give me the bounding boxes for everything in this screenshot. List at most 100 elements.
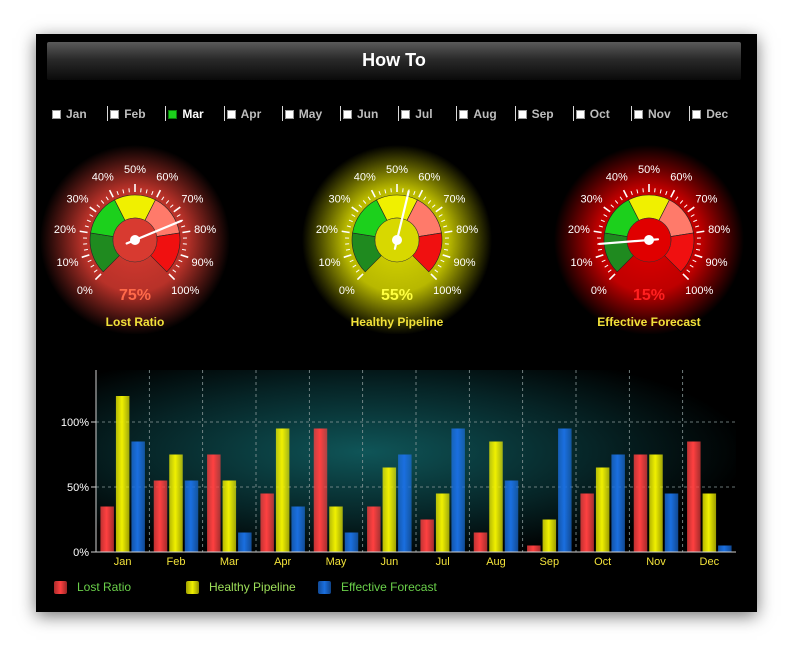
gauge-tick bbox=[440, 259, 445, 263]
gauge-tick bbox=[346, 225, 351, 228]
gauge-tick-label: 40% bbox=[606, 172, 628, 184]
gauge-tick bbox=[601, 259, 606, 263]
bar-effective-forecast-dec bbox=[718, 545, 732, 552]
gauge-tick bbox=[670, 189, 676, 198]
gauge-tick bbox=[367, 196, 371, 201]
month-option-nov[interactable]: Nov bbox=[631, 106, 671, 122]
gauge-tick-label: 0% bbox=[77, 285, 93, 297]
month-option-dec[interactable]: Dec bbox=[689, 106, 728, 122]
gauge-tick bbox=[689, 264, 694, 268]
gauge-tick bbox=[378, 191, 381, 196]
bar-healthy-pipeline-jun bbox=[382, 467, 397, 552]
gauge-tick bbox=[151, 191, 154, 196]
bar-lost-ratio-dec bbox=[687, 441, 701, 552]
bar-healthy-pipeline-may bbox=[329, 506, 343, 552]
gauge-tick bbox=[86, 219, 91, 223]
gauge-tick-label: 70% bbox=[695, 193, 717, 205]
gauge-effective-forecast: 0% 10% 20% 30%40% 50% 60%70% 80% 90% 100% 15% Effe… bbox=[554, 145, 744, 334]
month-checkbox[interactable] bbox=[459, 109, 469, 119]
month-checkbox[interactable] bbox=[284, 109, 294, 119]
x-tick-label: Oct bbox=[594, 556, 611, 568]
gauge-tick bbox=[90, 264, 95, 268]
bar-lost-ratio-nov bbox=[633, 454, 648, 552]
gauge-tick bbox=[435, 206, 443, 213]
bar-healthy-pipeline-apr bbox=[275, 428, 290, 552]
gauge-tick-label: 100% bbox=[171, 285, 199, 297]
gauge-tick bbox=[176, 214, 181, 217]
month-label: Jun bbox=[357, 107, 379, 121]
month-checkbox[interactable] bbox=[343, 109, 352, 119]
month-option-oct[interactable]: Oct bbox=[572, 106, 610, 122]
gauge-title: Effective Forecast bbox=[597, 315, 700, 329]
gauge-tick-label: 20% bbox=[568, 224, 590, 236]
gauge-tick bbox=[348, 219, 353, 223]
month-option-mar[interactable]: Mar bbox=[165, 106, 204, 122]
month-checkbox[interactable] bbox=[401, 109, 411, 119]
x-tick-label: Apr bbox=[274, 556, 291, 568]
month-checkbox[interactable] bbox=[517, 109, 527, 119]
month-checkbox[interactable] bbox=[168, 109, 178, 119]
gauge-tick-label: 0% bbox=[591, 285, 607, 297]
legend-swatch bbox=[54, 580, 67, 594]
month-option-may[interactable]: May bbox=[281, 106, 323, 122]
bar-effective-forecast-apr bbox=[291, 506, 305, 552]
gauge-tick bbox=[690, 214, 695, 217]
month-label: Jan bbox=[66, 107, 87, 121]
gauge-tick bbox=[89, 214, 94, 217]
month-option-jul[interactable]: Jul bbox=[398, 106, 433, 122]
bar-effective-forecast-aug bbox=[504, 480, 519, 552]
y-tick-label: 100% bbox=[61, 417, 89, 429]
gauge-tick bbox=[181, 225, 186, 228]
gauge-tick bbox=[356, 273, 364, 281]
legend-label: Effective Forecast bbox=[341, 580, 437, 594]
y-tick-label: 0% bbox=[73, 547, 89, 559]
month-divider bbox=[107, 106, 109, 121]
gauge-tick-label: 30% bbox=[67, 193, 89, 205]
gauge-tick bbox=[181, 248, 187, 251]
gauge-tick bbox=[603, 214, 608, 217]
month-checkbox[interactable] bbox=[692, 109, 702, 119]
gauge-tick bbox=[413, 191, 416, 196]
month-option-jun[interactable]: Jun bbox=[340, 106, 379, 122]
gauge-tick bbox=[116, 191, 119, 196]
gauge-tick bbox=[603, 206, 611, 213]
month-label: Jul bbox=[415, 107, 433, 121]
gauge-tick-label: 70% bbox=[443, 193, 465, 205]
month-option-sep[interactable]: Sep bbox=[514, 106, 554, 122]
month-label: Nov bbox=[648, 107, 671, 121]
month-option-jan[interactable]: Jan bbox=[52, 106, 87, 122]
gauge-tick bbox=[122, 189, 125, 194]
month-checkbox[interactable] bbox=[575, 109, 585, 119]
legend-label: Lost Ratio bbox=[77, 580, 132, 594]
gauge-needle-cap bbox=[644, 235, 654, 245]
gauge-tick bbox=[659, 189, 662, 194]
bar-healthy-pipeline-jan bbox=[115, 396, 130, 552]
gauge-tick bbox=[178, 259, 183, 263]
month-option-feb[interactable]: Feb bbox=[107, 106, 146, 122]
gauge-tick bbox=[168, 273, 176, 281]
gauge-tick bbox=[79, 230, 88, 234]
gauge-tick bbox=[83, 248, 89, 251]
month-checkbox[interactable] bbox=[52, 109, 61, 119]
gauge-tick bbox=[351, 214, 356, 217]
month-option-aug[interactable]: Aug bbox=[456, 106, 497, 122]
month-label: May bbox=[298, 107, 323, 121]
gauge-tick bbox=[180, 254, 189, 259]
gauge-tick bbox=[87, 259, 92, 263]
month-checkbox[interactable] bbox=[634, 109, 643, 119]
month-checkbox[interactable] bbox=[226, 109, 236, 119]
gauge-tick-label: 60% bbox=[670, 172, 692, 184]
x-tick-label: Aug bbox=[486, 556, 506, 568]
gauge-tick bbox=[593, 230, 602, 234]
gauge-tick bbox=[418, 189, 424, 198]
month-checkbox[interactable] bbox=[110, 109, 120, 119]
month-option-apr[interactable]: Apr bbox=[223, 106, 261, 122]
month-divider bbox=[689, 106, 691, 121]
gauge-tick bbox=[675, 196, 679, 201]
gauge-tick bbox=[423, 196, 427, 201]
gauge-tick-label: 100% bbox=[433, 285, 461, 297]
gauge-tick-label: 30% bbox=[581, 193, 603, 205]
bar-effective-forecast-may bbox=[344, 532, 359, 552]
gauge-tick-label: 50% bbox=[386, 164, 408, 176]
legend-item-lost-ratio: Lost Ratio bbox=[54, 580, 131, 594]
